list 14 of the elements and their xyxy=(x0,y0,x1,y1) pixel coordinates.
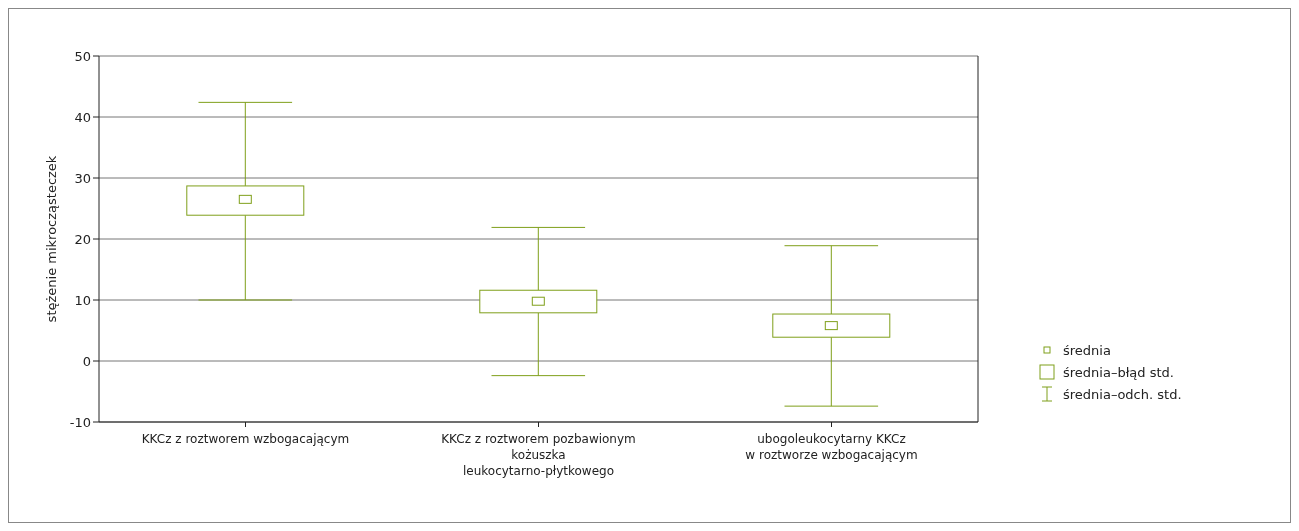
x-tick-label: KKCz z roztworem pozbawionym kożuszka leukocytarno-płytkowego xyxy=(441,432,636,478)
y-tick-label: 20 xyxy=(74,231,91,247)
y-tick-label: -10 xyxy=(69,414,91,430)
y-tick-label: 40 xyxy=(74,109,91,125)
y-axis-title: stężenie mikrocząsteczek xyxy=(43,155,59,323)
y-tick-label: 50 xyxy=(74,48,91,64)
y-tick-label: 10 xyxy=(74,292,91,308)
text: średnia–odch. std. xyxy=(1063,386,1182,402)
y-tick-label: 0 xyxy=(82,353,91,369)
x-tick-label: ubogoleukocytarny KKCz w roztworze wzbogacającym xyxy=(745,432,918,462)
text: średnia xyxy=(1063,342,1111,358)
x-tick-label: KKCz z roztworem wzbogacającym xyxy=(141,432,350,446)
y-tick-label: 30 xyxy=(74,170,91,186)
text: średnia–błąd std. xyxy=(1063,364,1174,380)
